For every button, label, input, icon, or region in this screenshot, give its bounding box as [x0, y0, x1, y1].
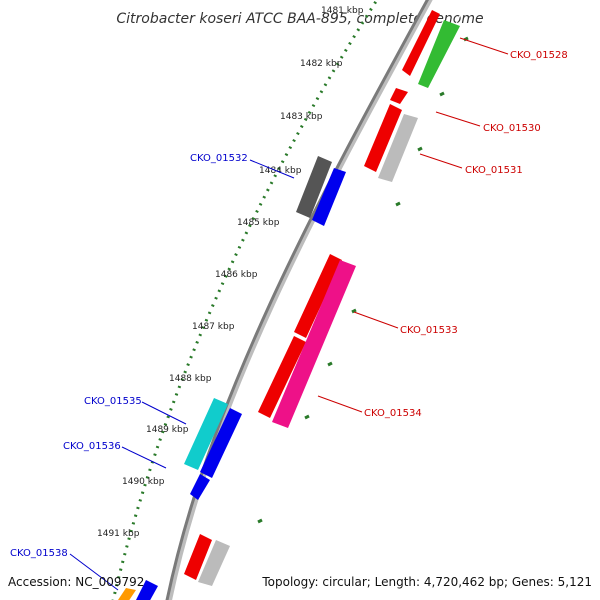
kbp-label-1486: 1486 kbp — [215, 270, 258, 280]
label-cko-01530[interactable]: CKO_01530 — [483, 123, 541, 134]
kbp-label-1489: 1489 kbp — [146, 425, 189, 435]
gene-red-top[interactable] — [402, 10, 440, 76]
label-cko-01535[interactable]: CKO_01535 — [84, 396, 142, 407]
label-cko-01536[interactable]: CKO_01536 — [63, 441, 121, 452]
summary-text: Topology: circular; Length: 4,720,462 bp… — [261, 575, 592, 589]
kbp-label-1485: 1485 kbp — [237, 218, 280, 228]
gene-green-top[interactable] — [418, 20, 460, 88]
kbp-label-1491: 1491 kbp — [97, 529, 140, 539]
backbone — [165, 0, 429, 600]
label-cko-01532[interactable]: CKO_01532 — [190, 153, 248, 164]
gene-blue-1532[interactable] — [312, 168, 346, 226]
gene-gray-bottom[interactable] — [198, 540, 230, 586]
accession-text: Accession: NC_009792 — [8, 575, 144, 589]
callout-lines-left — [69, 159, 295, 591]
gene-darkgray-1532[interactable] — [296, 156, 332, 218]
kbp-label-1481: 1481 kbp — [321, 6, 364, 16]
gene-red-small[interactable] — [390, 88, 408, 104]
kbp-label-1484: 1484 kbp — [259, 166, 302, 176]
label-cko-01538[interactable]: CKO_01538 — [10, 548, 68, 559]
label-cko-01533[interactable]: CKO_01533 — [400, 325, 458, 336]
gene-blue-1536[interactable] — [190, 474, 210, 500]
gene-red-1533[interactable] — [294, 254, 342, 338]
gene-magenta-1534[interactable] — [272, 260, 356, 428]
callout-lines-right — [317, 37, 509, 413]
backbone-shadow — [166, 0, 433, 600]
gene-labels-right: CKO_01528 CKO_01530 CKO_01531 CKO_01533 … — [364, 50, 568, 419]
kbp-label-1487: 1487 kbp — [192, 322, 235, 332]
kbp-label-1490: 1490 kbp — [122, 477, 165, 487]
gene-labels-left: CKO_01532 CKO_01535 CKO_01536 CKO_01538 — [10, 153, 248, 559]
label-cko-01528[interactable]: CKO_01528 — [510, 50, 568, 61]
gene-orange-1538[interactable] — [118, 588, 136, 600]
gene-cyan-1535[interactable] — [184, 398, 228, 470]
gene-red-bottom[interactable] — [184, 534, 212, 580]
gene-red-1530[interactable] — [364, 104, 402, 172]
label-cko-01534[interactable]: CKO_01534 — [364, 408, 422, 419]
outer-ticks — [257, 36, 469, 524]
kbp-label-1482: 1482 kbp — [300, 59, 343, 69]
ruler-labels: 1481 kbp 1482 kbp 1483 kbp 1484 kbp 1485… — [97, 6, 364, 539]
forward-genes — [184, 10, 460, 586]
map-title: Citrobacter koseri ATCC BAA-895, complet… — [116, 11, 483, 27]
kbp-label-1488: 1488 kbp — [169, 374, 212, 384]
gene-blue-1535[interactable] — [200, 408, 242, 478]
kbp-label-1483: 1483 kbp — [280, 112, 323, 122]
label-cko-01531[interactable]: CKO_01531 — [465, 165, 523, 176]
gene-red-lower[interactable] — [258, 336, 306, 418]
reverse-genes — [118, 156, 346, 600]
gene-blue-1538[interactable] — [136, 580, 158, 600]
gene-gray-1531[interactable] — [378, 114, 418, 182]
